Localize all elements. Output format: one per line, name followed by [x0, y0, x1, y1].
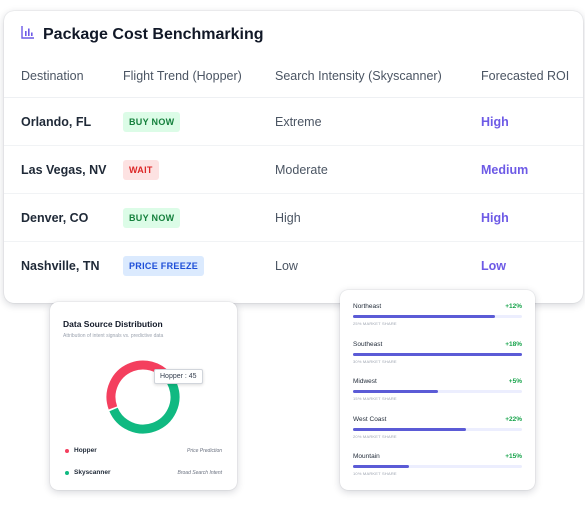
- region-name: Midwest: [353, 378, 377, 385]
- search-intensity-cell: Moderate: [275, 162, 328, 177]
- column-header-destination[interactable]: Destination: [21, 69, 84, 83]
- forecasted-roi-cell: High: [481, 114, 509, 129]
- table-row[interactable]: Las Vegas, NV WAIT Moderate Medium: [4, 146, 583, 194]
- region-growth: +22%: [505, 415, 522, 423]
- market-share-bar: [353, 352, 522, 356]
- column-header-search-intensity[interactable]: Search Intensity (Skyscanner): [275, 69, 442, 83]
- regional-market-share-card: Northeast +12% 25% MARKET SHARE Southeast +1…: [340, 290, 535, 490]
- header-divider: [4, 97, 583, 98]
- market-share-bar: [353, 390, 438, 393]
- destination-cell: Nashville, TN: [21, 259, 100, 273]
- card-title: Package Cost Benchmarking: [43, 25, 264, 43]
- region-name: Southeast: [353, 340, 383, 348]
- forecasted-roi-cell: Low: [481, 259, 506, 273]
- table-row[interactable]: Orlando, FL BUY NOW Extreme High: [4, 98, 583, 146]
- table-row[interactable]: Denver, CO BUY NOW High High: [4, 194, 583, 242]
- region-item[interactable]: Northeast +12% 25% MARKET SHARE: [353, 303, 522, 335]
- flight-trend-badge: WAIT: [123, 159, 159, 180]
- market-share-label: 30% MARKET SHARE: [353, 358, 397, 364]
- destination-cell: Las Vegas, NV: [21, 162, 107, 177]
- region-item[interactable]: Mountain +15% 10% MARKET SHARE: [353, 453, 522, 485]
- region-item[interactable]: West Coast +22% 20% MARKET SHARE: [353, 416, 522, 448]
- legend-name: Skyscanner: [74, 469, 111, 476]
- market-share-bar: [353, 427, 467, 431]
- region-item[interactable]: Midwest +5% 15% MARKET SHARE: [353, 378, 522, 410]
- market-share-label: 15% MARKET SHARE: [353, 396, 397, 401]
- distribution-subtitle: Attribution of intent signals vs. predic…: [63, 333, 164, 339]
- forecasted-roi-cell: Medium: [481, 162, 529, 177]
- donut-chart[interactable]: [100, 354, 186, 440]
- search-intensity-cell: Low: [275, 259, 298, 273]
- column-header-flight-trend[interactable]: Flight Trend (Hopper): [123, 69, 242, 83]
- region-name: Northeast: [353, 303, 382, 310]
- chart-tooltip: Hopper : 45: [154, 369, 203, 384]
- region-growth: +5%: [508, 378, 522, 385]
- forecasted-roi-cell: High: [481, 210, 509, 225]
- search-intensity-cell: Extreme: [275, 114, 322, 129]
- flight-trend-badge: BUY NOW: [123, 111, 181, 132]
- market-share-label: 20% MARKET SHARE: [353, 433, 397, 439]
- data-source-distribution-card: Data Source Distribution Attribution of …: [50, 302, 237, 490]
- donut-slice-skyscanner[interactable]: [102, 356, 184, 438]
- legend-item-skyscanner[interactable]: Skyscanner Broad Search Intent: [65, 469, 222, 476]
- market-share-track: [353, 390, 522, 393]
- market-share-label: 10% MARKET SHARE: [353, 471, 397, 476]
- market-share-track: [353, 427, 522, 431]
- donut-slice-hopper[interactable]: [102, 356, 184, 438]
- market-share-bar: [353, 465, 409, 468]
- column-header-forecasted-roi[interactable]: Forecasted ROI: [481, 69, 570, 83]
- distribution-title: Data Source Distribution: [63, 319, 163, 329]
- legend-dot-skyscanner: [65, 470, 69, 475]
- card-header: Package Cost Benchmarking: [21, 25, 264, 44]
- legend-item-hopper[interactable]: Hopper Price Prediction: [65, 447, 222, 454]
- destination-cell: Denver, CO: [21, 210, 89, 225]
- market-share-track: [353, 352, 522, 356]
- region-growth: +15%: [505, 453, 522, 460]
- table-row[interactable]: Nashville, TN PRICE FREEZE Low Low: [4, 242, 583, 290]
- legend-name: Hopper: [74, 447, 97, 454]
- search-intensity-cell: High: [275, 210, 301, 225]
- market-share-track: [353, 465, 522, 468]
- legend-role: Broad Search Intent: [177, 469, 222, 476]
- market-share-bar: [353, 315, 495, 318]
- package-cost-benchmarking-card: Package Cost Benchmarking Destination Fl…: [4, 11, 583, 303]
- region-growth: +12%: [505, 303, 522, 310]
- region-name: West Coast: [353, 415, 387, 423]
- market-share-track: [353, 315, 522, 318]
- region-name: Mountain: [353, 453, 380, 460]
- flight-trend-badge: PRICE FREEZE: [123, 256, 205, 276]
- flight-trend-badge: BUY NOW: [123, 207, 181, 228]
- region-growth: +18%: [505, 340, 522, 348]
- market-share-label: 25% MARKET SHARE: [353, 321, 397, 326]
- legend-role: Price Prediction: [186, 447, 222, 454]
- legend-dot-hopper: [65, 448, 69, 453]
- region-item[interactable]: Southeast +18% 30% MARKET SHARE: [353, 341, 522, 373]
- destination-cell: Orlando, FL: [21, 114, 92, 129]
- bar-chart-icon: [21, 25, 35, 44]
